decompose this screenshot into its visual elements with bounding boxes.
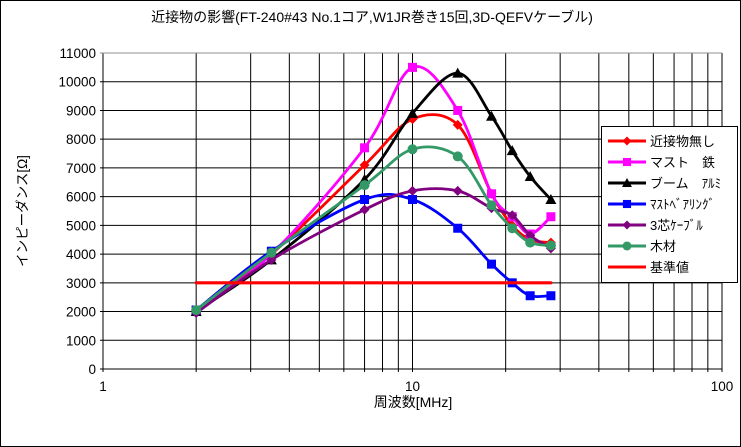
y-tick-label: 11000 xyxy=(59,46,96,61)
legend-item-0: 近接物無し xyxy=(607,130,737,151)
series-2 xyxy=(190,67,557,317)
legend-marker-icon xyxy=(608,241,646,250)
series-5 xyxy=(191,144,556,316)
y-tick-label: 5000 xyxy=(66,218,96,233)
y-tick-label: 10000 xyxy=(58,75,96,90)
x-tick-label: 1 xyxy=(99,379,107,394)
series-markers-3 xyxy=(191,195,556,315)
y-tick-label: 0 xyxy=(88,362,96,377)
series-markers-5 xyxy=(191,144,556,316)
y-tick-label: 1000 xyxy=(66,333,96,348)
series-line-2 xyxy=(194,71,553,313)
y-tick-label: 4000 xyxy=(66,247,96,262)
y-tick-label: 3000 xyxy=(66,276,96,291)
legend-item-5: 木材 xyxy=(607,235,737,256)
y-axis-title: インピーダンス[Ω] xyxy=(15,155,30,267)
legend-item-label: 近接物無し xyxy=(650,134,716,149)
y-tick-label: 8000 xyxy=(66,132,96,147)
legend-marker-icon xyxy=(608,177,646,187)
legend-item-4: 3芯ｹｰﾌﾞﾙ xyxy=(607,214,737,235)
axis-tick-labels: 0 1000 2000 3000 4000 5000 6000 7000 8000 9000 100… xyxy=(58,46,733,394)
chart-title: 近接物の影響(FT-240#43 No.1コア,W1JR巻き15回,3D-QEF… xyxy=(151,9,593,25)
y-tick-label: 6000 xyxy=(66,190,96,205)
series-line-4 xyxy=(194,187,553,315)
legend-item-label: 基準値 xyxy=(650,260,690,275)
legend-item-label: 木材 xyxy=(650,239,677,254)
legend-marker-icon xyxy=(608,157,646,166)
legend-item-6: 基準値 xyxy=(607,256,737,277)
x-axis-title: 周波数[MHz] xyxy=(373,394,453,410)
legend-item-label: マスト 鉄 xyxy=(650,155,716,170)
legend-item-1: マスト 鉄 xyxy=(607,151,737,172)
series-line-5 xyxy=(194,145,553,312)
legend-marker-icon xyxy=(608,265,646,268)
legend-item-label: ﾏｽﾄﾍﾞｱﾘﾝｸﾞ xyxy=(650,197,715,212)
legend-marker-icon xyxy=(608,136,646,145)
legend-item-3: ﾏｽﾄﾍﾞｱﾘﾝｸﾞ xyxy=(607,193,737,214)
x-tick-label: 100 xyxy=(711,379,734,394)
y-tick-label: 7000 xyxy=(66,161,96,176)
legend-marker-icon xyxy=(608,220,646,229)
legend-marker-icon xyxy=(608,199,646,208)
series-4 xyxy=(191,185,556,318)
series-markers-0 xyxy=(191,114,556,316)
y-tick-label: 9000 xyxy=(66,103,96,118)
series-0 xyxy=(191,113,556,316)
legend-item-label: ブーム ｱﾙﾐ xyxy=(650,176,722,191)
series-line-1 xyxy=(194,65,553,312)
legend-item-label: 3芯ｹｰﾌﾞﾙ xyxy=(650,218,703,233)
legend-box: 近接物無しマスト 鉄ブーム ｱﾙﾐ ﾏｽﾄﾍﾞｱﾘﾝｸﾞ 3芯ｹｰﾌﾞﾙ 木材基準値 xyxy=(601,126,738,283)
y-tick-label: 2000 xyxy=(66,305,96,320)
legend-item-2: ブーム ｱﾙﾐ xyxy=(607,172,737,193)
x-tick-label: 10 xyxy=(405,379,420,394)
